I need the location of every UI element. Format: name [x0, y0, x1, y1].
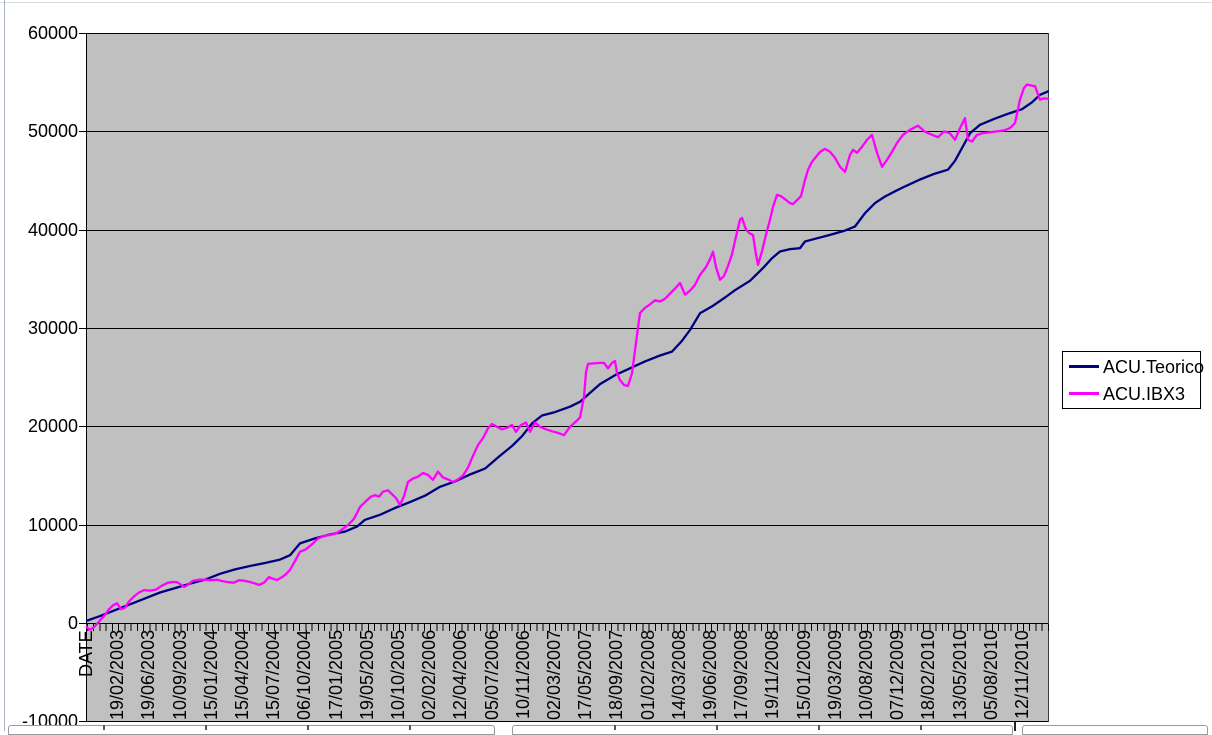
series-line-acu-ibx3	[86, 83, 1049, 632]
y-axis-tick	[79, 623, 86, 624]
series-plot	[86, 83, 1049, 632]
y-gridline	[86, 426, 1048, 427]
partial-object-dark-tick	[1014, 722, 1016, 731]
partial-object-notch	[614, 725, 616, 730]
y-axis-label: 60000	[27, 23, 78, 43]
partial-object-notch	[307, 725, 309, 730]
plot-area-right-border	[1048, 33, 1049, 722]
legend-label: ACU.IBX3	[1103, 383, 1186, 404]
partial-object-notch	[818, 725, 820, 730]
y-axis-label: 10000	[27, 515, 78, 535]
y-axis-label: 40000	[27, 220, 78, 240]
y-axis-tick	[79, 721, 86, 722]
window-top-edge	[0, 2, 1212, 3]
y-gridline	[86, 131, 1048, 132]
legend-label: ACU.Teorico	[1103, 356, 1205, 377]
y-axis-tick	[79, 525, 86, 526]
y-gridline	[86, 525, 1048, 526]
y-axis-tick	[79, 328, 86, 329]
y-gridline	[86, 230, 1048, 231]
y-gridline	[86, 721, 1048, 722]
y-axis-label: 30000	[27, 318, 78, 338]
plot-area	[86, 33, 1048, 722]
legend-line-swatch	[1069, 365, 1099, 368]
y-axis-line	[86, 33, 87, 722]
partial-object-notch	[920, 725, 922, 730]
y-gridline	[86, 623, 1048, 624]
partial-object-edge	[8, 725, 495, 735]
y-axis-tick	[79, 426, 86, 427]
y-axis-tick	[79, 131, 86, 132]
legend[interactable]: ACU.Teorico ACU.IBX3	[1062, 351, 1204, 409]
y-axis-label: 0	[67, 613, 78, 633]
y-axis-label: 50000	[27, 121, 78, 141]
legend-line-swatch	[1069, 392, 1099, 395]
partial-object-notch	[409, 725, 411, 730]
y-axis-label: 20000	[27, 416, 78, 436]
partial-object-notch	[103, 725, 105, 730]
y-axis-tick	[79, 230, 86, 231]
legend-entry: ACU.Teorico	[1069, 356, 1204, 378]
y-gridline	[86, 33, 1048, 34]
partial-object-notch	[716, 725, 718, 730]
y-gridline	[86, 328, 1048, 329]
window-left-edge	[4, 0, 5, 731]
series-line-acu-teorico	[86, 90, 1049, 623]
y-axis-tick	[79, 33, 86, 34]
partial-object-notch	[205, 725, 207, 730]
x-axis-minor-ticks	[87, 624, 1049, 631]
legend-entry: ACU.IBX3	[1069, 383, 1200, 405]
partial-object-edge	[512, 725, 1013, 735]
partial-object-edge	[1022, 725, 1208, 735]
